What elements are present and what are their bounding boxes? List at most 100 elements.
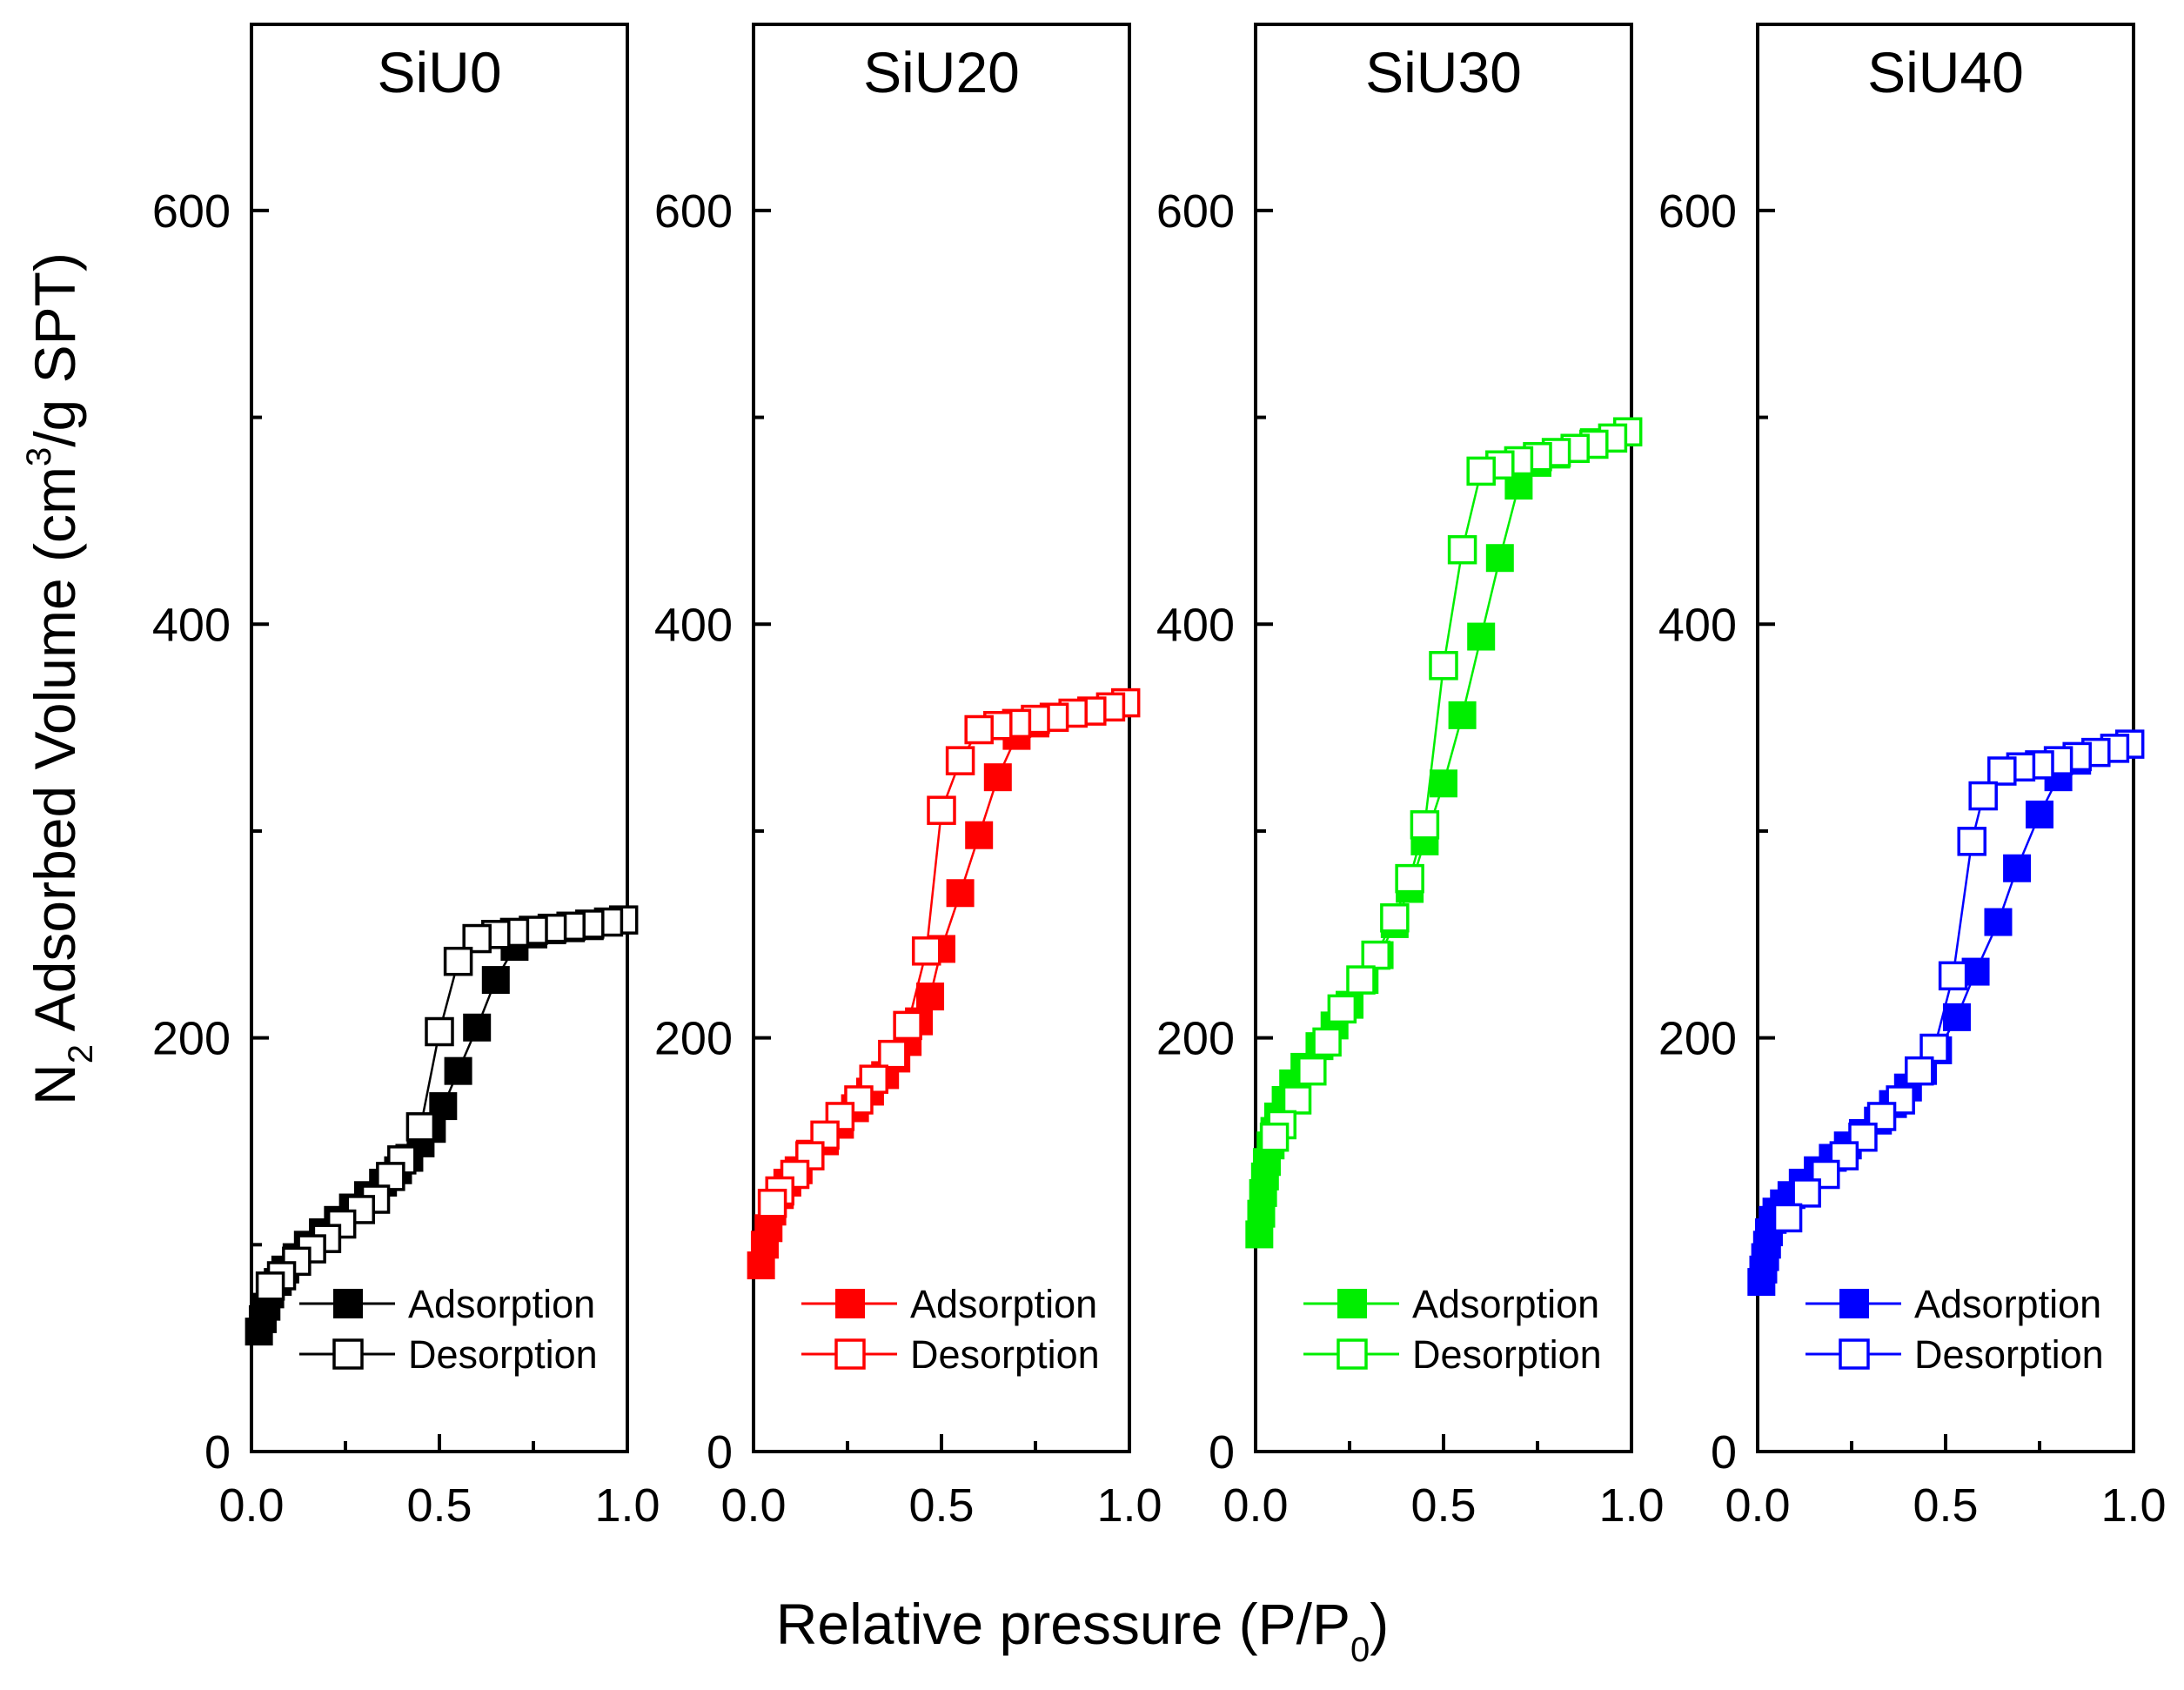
legend-label-adsorption: Adsorption xyxy=(408,1282,595,1326)
data-point-adsorption xyxy=(1467,622,1496,651)
y-tick-label: 600 xyxy=(152,185,231,238)
panel-siu20: 0 200 400 600 0.0 0.5 1.0 SiU20 Adsorption Desorp… xyxy=(654,23,1162,1532)
panel-siu40: 0 200 400 600 0.0 0.5 1.0 SiU40 Adsorption Desorp… xyxy=(1658,23,2167,1532)
panel-siu30: 0 200 400 600 0.0 0.5 1.0 SiU30 Adsorption Desorp… xyxy=(1156,23,1665,1532)
data-point-desorption xyxy=(878,1039,908,1070)
data-point-adsorption xyxy=(444,1056,472,1085)
data-point-desorption xyxy=(757,1189,787,1218)
x-tick-label: 0.5 xyxy=(1410,1479,1476,1532)
data-point-desorption xyxy=(405,1112,436,1142)
x-tick-label: 1.0 xyxy=(1096,1479,1162,1532)
y-tick-label: 400 xyxy=(654,599,733,651)
y-tick-label: 600 xyxy=(654,185,733,238)
data-point-desorption xyxy=(1772,1203,1803,1233)
legend: Adsorption Desorption xyxy=(299,1282,598,1377)
data-point-desorption xyxy=(1297,1056,1327,1086)
y-tick-label: 200 xyxy=(1658,1013,1737,1065)
y-axis-label: N2 Adsorbed Volume (cm3/g SPT) xyxy=(20,252,100,1105)
legend-marker-adsorption xyxy=(835,1289,865,1318)
data-point-adsorption xyxy=(463,1013,492,1042)
data-point-desorption xyxy=(927,795,956,825)
panel-title: SiU20 xyxy=(863,40,1020,104)
data-point-adsorption xyxy=(1984,908,2013,936)
x-tick-label: 1.0 xyxy=(594,1479,660,1532)
data-point-desorption xyxy=(1466,456,1496,486)
legend-label-adsorption: Adsorption xyxy=(910,1282,1097,1326)
y-tick-label: 600 xyxy=(1156,185,1235,238)
data-point-desorption xyxy=(1395,863,1424,894)
plot-frame xyxy=(1254,23,1633,1453)
legend-label-desorption: Desorption xyxy=(1914,1332,2104,1377)
data-point-adsorption xyxy=(916,982,945,1011)
data-point-desorption xyxy=(1312,1027,1342,1057)
legend-label-desorption: Desorption xyxy=(1412,1332,1602,1377)
plot-frame xyxy=(1756,23,2135,1453)
data-point-desorption xyxy=(425,1016,454,1047)
legend-marker-desorption xyxy=(332,1338,364,1370)
panel-title: SiU0 xyxy=(377,40,501,104)
data-point-adsorption xyxy=(2026,800,2053,828)
x-axis-label: Relative pressure (P/P0) xyxy=(776,1592,1390,1669)
data-point-desorption xyxy=(1327,994,1357,1024)
data-point-adsorption xyxy=(1430,769,1457,798)
data-point-desorption xyxy=(1987,756,2017,786)
x-tick-label: 0.5 xyxy=(1913,1479,1978,1532)
y-tick-label: 200 xyxy=(654,1013,733,1065)
legend-label-adsorption: Adsorption xyxy=(1412,1282,1599,1326)
data-point-adsorption xyxy=(481,966,510,995)
x-tick-label: 0.0 xyxy=(218,1479,284,1532)
data-point-desorption xyxy=(945,746,975,775)
data-point-desorption xyxy=(1886,1085,1915,1115)
legend-label-desorption: Desorption xyxy=(910,1332,1100,1377)
data-point-desorption xyxy=(462,923,492,954)
plot-frame xyxy=(752,23,1131,1453)
data-point-adsorption xyxy=(946,879,975,908)
legend-label-desorption: Desorption xyxy=(408,1332,598,1377)
x-tick-label: 0.5 xyxy=(908,1479,974,1532)
legend-marker-adsorption xyxy=(333,1289,363,1318)
legend-marker-desorption xyxy=(834,1338,866,1370)
data-point-desorption xyxy=(825,1102,855,1131)
data-point-adsorption xyxy=(1448,701,1477,729)
data-point-desorption xyxy=(911,936,941,966)
legend-marker-desorption xyxy=(1839,1338,1870,1370)
legend: Adsorption Desorption xyxy=(801,1282,1100,1377)
data-point-desorption xyxy=(1938,961,1968,991)
x-tick-label: 0.5 xyxy=(406,1479,472,1532)
y-tick-label: 400 xyxy=(152,599,231,651)
y-tick-label: 200 xyxy=(1156,1013,1235,1065)
panel-title: SiU40 xyxy=(1867,40,2024,104)
data-point-adsorption xyxy=(1942,1003,1971,1031)
panel-title: SiU30 xyxy=(1365,40,1522,104)
y-tick-label: 0 xyxy=(1209,1426,1235,1479)
series-line-adsorption xyxy=(1258,431,1629,1235)
x-tick-label: 1.0 xyxy=(1598,1479,1664,1532)
data-point-adsorption xyxy=(983,763,1012,792)
legend-marker-adsorption xyxy=(1337,1289,1367,1318)
y-tick-label: 600 xyxy=(1658,185,1737,238)
data-point-desorption xyxy=(1429,651,1458,681)
panels-group: 0 200 400 600 0.0 0.5 1.0 SiU0 Adsorption Desorpt… xyxy=(152,23,2167,1532)
data-point-desorption xyxy=(255,1271,285,1301)
x-tick-label: 1.0 xyxy=(2100,1479,2166,1532)
data-point-desorption xyxy=(964,714,994,745)
data-point-desorption xyxy=(443,946,473,976)
panel-siu0: 0 200 400 600 0.0 0.5 1.0 SiU0 Adsorption Desorpt… xyxy=(152,23,660,1532)
data-point-adsorption xyxy=(1485,544,1514,573)
data-point-desorption xyxy=(1361,940,1390,970)
y-tick-label: 400 xyxy=(1658,599,1737,651)
legend: Adsorption Desorption xyxy=(1303,1282,1602,1377)
legend-marker-adsorption xyxy=(1839,1289,1869,1318)
y-tick-label: 0 xyxy=(707,1426,733,1479)
data-point-adsorption xyxy=(965,821,994,849)
legend: Adsorption Desorption xyxy=(1805,1282,2104,1377)
legend-label-adsorption: Adsorption xyxy=(1914,1282,2101,1326)
data-point-desorption xyxy=(1792,1178,1821,1208)
data-point-desorption xyxy=(893,1010,922,1041)
data-point-desorption xyxy=(1282,1085,1312,1115)
y-tick-label: 400 xyxy=(1156,599,1235,651)
y-tick-label: 0 xyxy=(1711,1426,1737,1479)
x-tick-label: 0.0 xyxy=(1223,1479,1288,1532)
data-point-desorption xyxy=(1259,1122,1290,1152)
